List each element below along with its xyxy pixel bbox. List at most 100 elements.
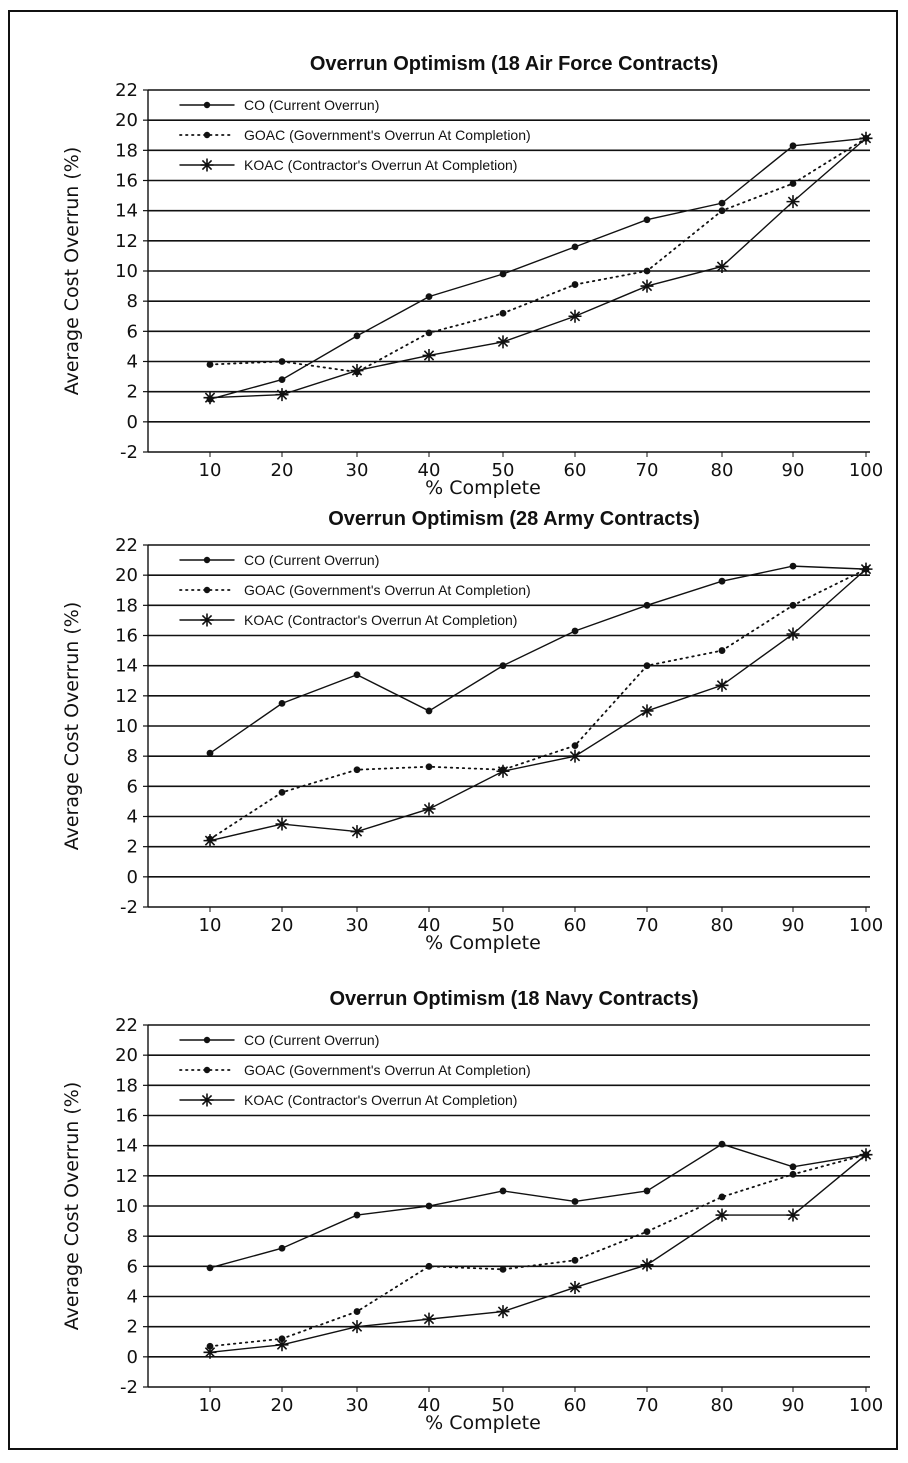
- legend-marker: [203, 586, 211, 594]
- legend-marker: [200, 1093, 214, 1107]
- x-tick-label: 80: [711, 460, 734, 481]
- data-point-goac: [499, 309, 507, 317]
- data-point-co: [643, 601, 651, 609]
- y-tick-label: 14: [115, 201, 138, 222]
- x-tick-label: 30: [346, 460, 369, 481]
- y-tick-label: 10: [115, 1196, 138, 1217]
- chart-panel-air-force: Overrun Optimism (18 Air Force Contracts…: [0, 50, 908, 510]
- data-point-co: [643, 1187, 651, 1195]
- y-tick-label: 4: [127, 807, 138, 828]
- data-point-koac: [203, 391, 217, 405]
- y-tick-label: 6: [127, 776, 138, 797]
- y-tick-label: 2: [127, 382, 138, 403]
- y-axis-label: Average Cost Overrun (%): [61, 1082, 83, 1331]
- y-tick-label: 10: [115, 716, 138, 737]
- legend-marker: [200, 158, 214, 172]
- y-tick-label: 14: [115, 656, 138, 677]
- data-point-co: [789, 142, 797, 150]
- data-point-goac: [278, 358, 286, 365]
- data-point-goac: [643, 1228, 651, 1236]
- data-point-koac: [275, 1338, 289, 1352]
- data-point-co: [499, 662, 507, 670]
- data-point-co: [206, 1264, 214, 1272]
- data-point-koac: [350, 1320, 364, 1334]
- y-tick-label: 6: [127, 321, 138, 342]
- y-tick-label: 2: [127, 1317, 138, 1338]
- y-tick-label: 10: [115, 261, 138, 282]
- y-tick-label: 22: [115, 1015, 138, 1036]
- data-point-koac: [203, 1345, 217, 1359]
- data-point-co: [571, 1198, 579, 1205]
- x-tick-label: 50: [492, 915, 515, 936]
- chart-title: Overrun Optimism (28 Army Contracts): [328, 508, 700, 530]
- y-tick-label: 8: [127, 746, 138, 767]
- legend-entry: GOAC (Government's Overrun At Completion…: [244, 1062, 531, 1078]
- x-tick-label: 50: [492, 460, 515, 481]
- legend-marker: [203, 1066, 211, 1074]
- data-point-co: [718, 1140, 726, 1148]
- x-tick-label: 100: [849, 1395, 883, 1416]
- x-tick-label: 70: [636, 915, 659, 936]
- y-tick-label: 0: [127, 1347, 138, 1368]
- data-point-co: [425, 707, 433, 715]
- legend-entry: CO (Current Overrun): [244, 552, 379, 568]
- data-point-goac: [571, 281, 579, 288]
- y-tick-label: -2: [120, 442, 138, 463]
- data-point-koac: [568, 309, 582, 323]
- y-tick-label: 0: [127, 867, 138, 888]
- data-point-koac: [715, 1208, 729, 1222]
- x-tick-label: 90: [782, 460, 805, 481]
- data-point-koac: [640, 279, 654, 293]
- data-point-goac: [718, 207, 726, 215]
- chart-svg: Overrun Optimism (18 Navy Contracts)2220…: [61, 988, 883, 1434]
- series-line-koac: [209, 568, 867, 842]
- chart-svg: Overrun Optimism (28 Army Contracts)2220…: [61, 508, 883, 954]
- data-point-co: [789, 562, 797, 570]
- y-axis-label: Average Cost Overrun (%): [61, 147, 83, 396]
- data-point-goac: [425, 1262, 433, 1270]
- series-line-goac: [209, 568, 867, 841]
- data-point-koac: [640, 1258, 654, 1272]
- x-tick-label: 60: [564, 915, 587, 936]
- y-tick-label: 20: [115, 565, 138, 586]
- y-axis-label: Average Cost Overrun (%): [61, 602, 83, 851]
- y-tick-label: 16: [115, 1106, 138, 1127]
- data-point-co: [571, 627, 579, 635]
- x-tick-label: 60: [564, 1395, 587, 1416]
- y-tick-label: 16: [115, 171, 138, 192]
- data-point-co: [718, 199, 726, 207]
- legend-marker: [203, 556, 211, 564]
- y-tick-label: 2: [127, 837, 138, 858]
- x-tick-label: 80: [711, 915, 734, 936]
- data-point-koac: [715, 678, 729, 692]
- x-axis-label: % Complete: [425, 477, 541, 499]
- y-tick-label: 18: [115, 140, 138, 161]
- data-point-koac: [496, 1305, 510, 1319]
- data-point-co: [353, 332, 361, 340]
- legend-entry: KOAC (Contractor's Overrun At Completion…: [244, 157, 517, 173]
- data-point-goac: [718, 1193, 726, 1201]
- x-tick-label: 60: [564, 460, 587, 481]
- data-point-koac: [422, 348, 436, 362]
- y-tick-label: -2: [120, 897, 138, 918]
- y-tick-label: 16: [115, 626, 138, 647]
- data-point-co: [789, 1163, 797, 1171]
- data-point-koac: [786, 195, 800, 209]
- y-tick-label: 20: [115, 1045, 138, 1066]
- data-point-co: [206, 749, 214, 757]
- y-tick-label: 22: [115, 80, 138, 101]
- data-point-koac: [422, 802, 436, 816]
- x-tick-label: 10: [199, 460, 222, 481]
- x-tick-label: 80: [711, 1395, 734, 1416]
- y-tick-label: 12: [115, 231, 138, 252]
- y-tick-label: 20: [115, 110, 138, 131]
- legend-entry: CO (Current Overrun): [244, 1032, 379, 1048]
- data-point-co: [353, 671, 361, 679]
- data-point-co: [643, 216, 651, 224]
- data-point-goac: [353, 766, 361, 774]
- legend-marker: [203, 101, 211, 109]
- x-tick-label: 50: [492, 1395, 515, 1416]
- data-point-co: [718, 577, 726, 585]
- data-point-koac: [203, 834, 217, 848]
- x-tick-label: 40: [418, 1395, 441, 1416]
